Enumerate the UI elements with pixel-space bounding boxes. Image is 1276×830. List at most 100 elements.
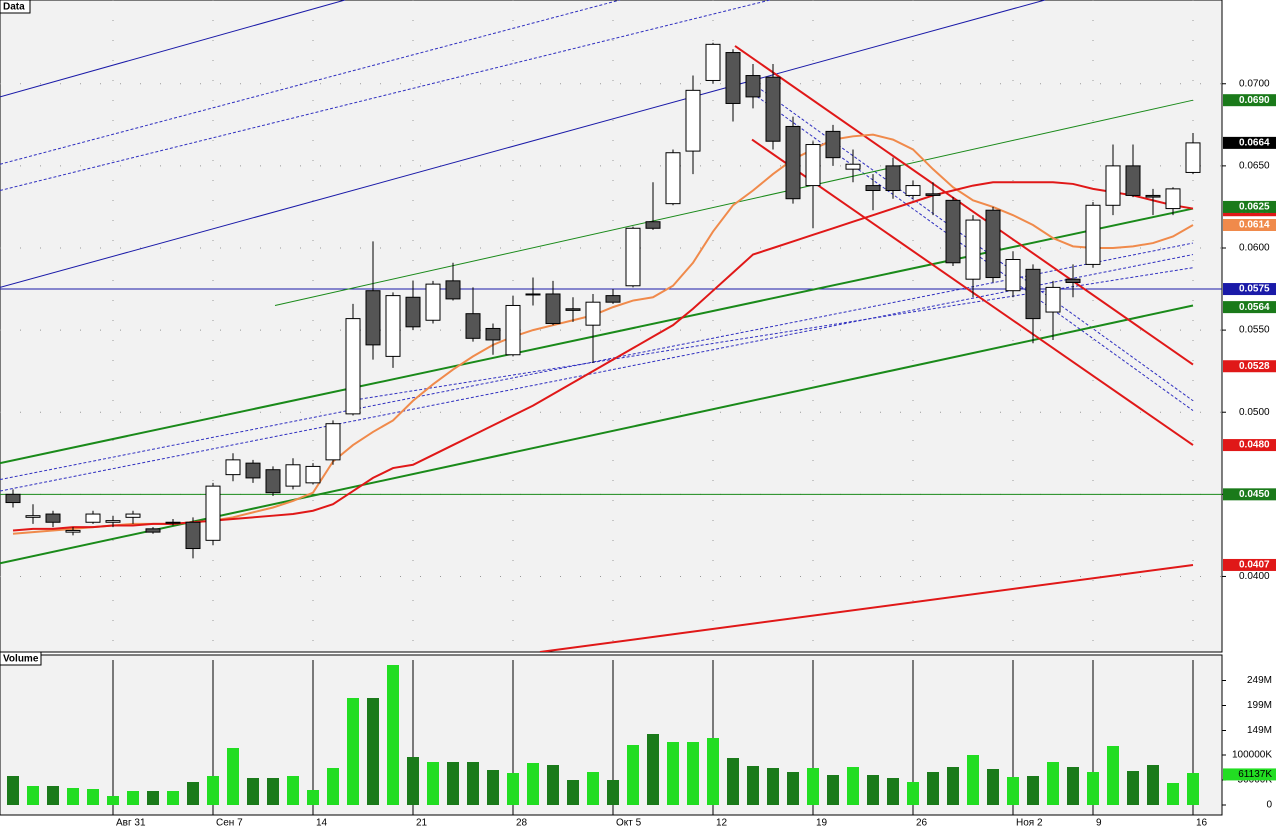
price-label: 0.0614 bbox=[1239, 220, 1270, 231]
trend-line bbox=[0, 242, 1194, 481]
volume-bar bbox=[827, 775, 839, 805]
candle-body bbox=[625, 227, 641, 287]
x-tick-label: 16 bbox=[1196, 818, 1208, 829]
volume-bar bbox=[1167, 783, 1179, 805]
candle-body bbox=[85, 513, 101, 523]
x-tick-label: 9 bbox=[1096, 818, 1102, 829]
candle-body bbox=[585, 301, 601, 326]
candle-body bbox=[205, 485, 221, 541]
price-label-box bbox=[1223, 200, 1276, 213]
volume-bar bbox=[887, 778, 899, 805]
volume-bar bbox=[287, 776, 299, 805]
candle-body bbox=[505, 304, 521, 356]
price-label: 0.0575 bbox=[1239, 284, 1270, 295]
volume-bar bbox=[347, 698, 359, 805]
price-label: 0.0564 bbox=[1239, 302, 1270, 313]
candle-body bbox=[245, 462, 261, 479]
candle-body bbox=[165, 521, 181, 524]
price-label: 0.0664 bbox=[1239, 138, 1270, 149]
volume-bar bbox=[807, 768, 819, 805]
x-tick-label: Сен 7 bbox=[216, 818, 243, 829]
x-tick-label: 21 bbox=[416, 818, 428, 829]
trend-line bbox=[0, 0, 1046, 288]
volume-bar bbox=[607, 780, 619, 805]
volume-bar bbox=[207, 776, 219, 805]
volume-bar bbox=[167, 791, 179, 805]
y-tick-label: 0 bbox=[1266, 800, 1272, 811]
volume-bar bbox=[867, 775, 879, 805]
price-label-box bbox=[1223, 301, 1276, 314]
volume-bar bbox=[1067, 767, 1079, 805]
volume-bar bbox=[467, 762, 479, 805]
price-label-box bbox=[1223, 558, 1276, 571]
candle-body bbox=[145, 528, 161, 533]
volume-bar bbox=[47, 786, 59, 805]
volume-bar bbox=[487, 770, 499, 805]
volume-bar bbox=[327, 768, 339, 805]
volume-bar bbox=[1027, 776, 1039, 805]
candle-body bbox=[25, 515, 41, 518]
y-tick-label: 0.0650 bbox=[1239, 161, 1270, 172]
trend-line bbox=[539, 563, 1194, 652]
candle-body bbox=[945, 199, 961, 264]
volume-bar bbox=[447, 762, 459, 805]
candle-body bbox=[985, 209, 1001, 279]
volume-bar bbox=[667, 742, 679, 805]
candle-body bbox=[105, 520, 121, 523]
candle-body bbox=[925, 193, 941, 196]
volume-bar bbox=[987, 769, 999, 805]
trend-line bbox=[0, 0, 346, 98]
trend-line bbox=[274, 99, 1194, 306]
candle-body bbox=[365, 290, 381, 346]
price-label: 0.0480 bbox=[1239, 440, 1270, 451]
candle-body bbox=[905, 185, 921, 196]
volume-bar bbox=[87, 789, 99, 805]
candle-body bbox=[185, 521, 201, 550]
candle-body bbox=[745, 75, 761, 98]
volume-bar bbox=[707, 738, 719, 805]
price-label-box bbox=[1223, 218, 1276, 231]
candle-body bbox=[525, 293, 541, 296]
price-label: 0.0407 bbox=[1239, 560, 1270, 571]
candle-body bbox=[385, 295, 401, 357]
candle-body bbox=[325, 423, 341, 461]
volume-bar bbox=[927, 772, 939, 805]
volume-bar bbox=[27, 786, 39, 805]
candle-body bbox=[765, 76, 781, 142]
trend-line bbox=[0, 304, 1194, 565]
chart-title: Data bbox=[3, 2, 25, 13]
volume-bar bbox=[647, 734, 659, 805]
price-label: 0.0528 bbox=[1239, 361, 1270, 372]
y-tick-label: 0.0500 bbox=[1239, 407, 1270, 418]
candle-body bbox=[1085, 204, 1101, 265]
candle-body bbox=[305, 465, 321, 484]
candle-body bbox=[1065, 278, 1081, 283]
volume-bar bbox=[1127, 771, 1139, 805]
volume-bar bbox=[767, 768, 779, 805]
y-tick-label: 0.0700 bbox=[1239, 78, 1270, 89]
volume-bar bbox=[127, 791, 139, 805]
candle-body bbox=[665, 152, 681, 205]
price-label-box bbox=[1223, 439, 1276, 452]
candle-body bbox=[825, 130, 841, 159]
volume-bar bbox=[1007, 777, 1019, 805]
y-tick-label: 199M bbox=[1247, 700, 1272, 711]
candle-body bbox=[485, 327, 501, 341]
candle-body bbox=[425, 283, 441, 321]
candle-body bbox=[5, 493, 21, 504]
volume-bar bbox=[367, 698, 379, 805]
candle-body bbox=[265, 469, 281, 494]
volume-bar bbox=[427, 762, 439, 805]
y-tick-label: 100000K bbox=[1232, 750, 1272, 761]
candle-body bbox=[965, 219, 981, 280]
volume-bar bbox=[1147, 765, 1159, 805]
candle-body bbox=[885, 165, 901, 192]
volume-bar bbox=[947, 767, 959, 805]
candle-body bbox=[605, 295, 621, 303]
volume-bar bbox=[407, 757, 419, 805]
volume-bar bbox=[727, 758, 739, 805]
candle-body bbox=[445, 280, 461, 300]
volume-bar bbox=[387, 665, 399, 805]
volume-bar bbox=[587, 772, 599, 805]
